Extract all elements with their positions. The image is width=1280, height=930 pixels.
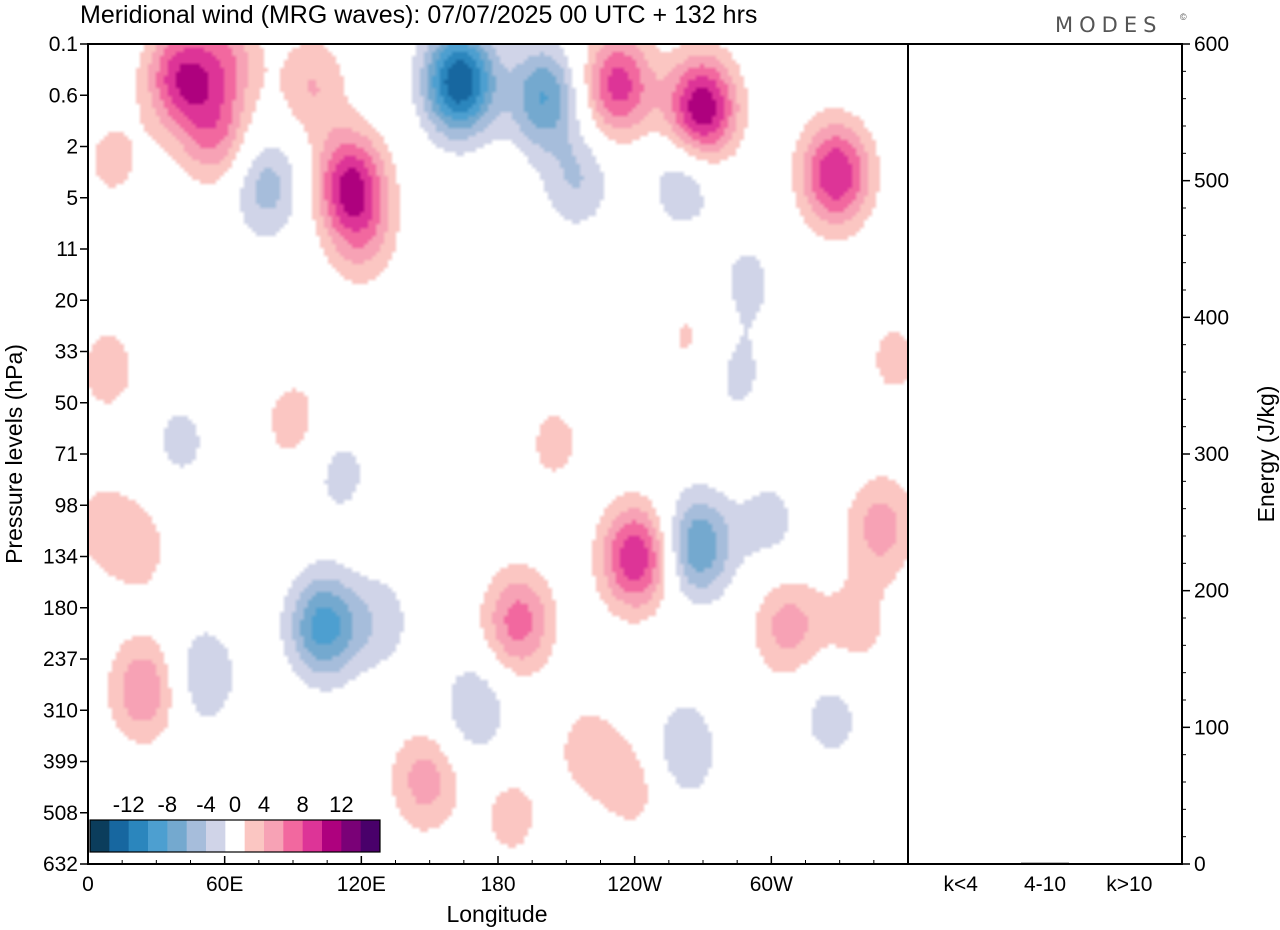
colorbar: -12 -8 -4 0 4 8 12 — [89, 792, 381, 853]
colorbar-swatch — [322, 820, 342, 852]
y-tick-label: 50 — [55, 392, 78, 415]
colorbar-frame — [89, 819, 381, 853]
energy-axis-label: Energy (J/kg) — [1253, 386, 1279, 523]
colorbar-label: -8 — [158, 792, 178, 817]
y-tick-label: 20 — [55, 289, 78, 312]
y-tick-label: 0.1 — [49, 33, 78, 56]
y-tick-label: 632 — [43, 853, 78, 876]
colorbar-swatch — [302, 820, 323, 852]
energy-tick-label: 200 — [1194, 580, 1229, 603]
x-axis-label: Longitude — [446, 901, 547, 927]
y-tick-label: 0.6 — [49, 84, 78, 107]
chart-title: Meridional wind (MRG waves): 07/07/2025 … — [80, 1, 757, 29]
colorbar-swatch — [341, 820, 362, 852]
y-tick-label: 5 — [66, 187, 78, 210]
energy-tick-label: 300 — [1194, 443, 1229, 466]
energy-category-label: k>10 — [1106, 873, 1152, 896]
heatmap-image — [88, 44, 908, 864]
x-tick-label: 60W — [750, 873, 793, 896]
brand-text: MODES — [1055, 13, 1162, 37]
y-tick-label: 33 — [55, 341, 78, 364]
colorbar-swatch — [186, 820, 207, 852]
y-tick-label: 2 — [66, 136, 78, 159]
x-tick-label: 120E — [337, 873, 386, 896]
colorbar-label: 0 — [229, 792, 241, 817]
colorbar-swatch — [225, 820, 246, 852]
y-tick-label: 237 — [43, 648, 78, 671]
colorbar-swatch — [206, 820, 226, 852]
energy-panel: 0 100 200 300 400 500 600 k<4 4-10 k>10 — [936, 33, 1229, 896]
energy-tick-label: 400 — [1194, 306, 1229, 329]
colorbar-swatch — [109, 820, 130, 852]
energy-frame — [907, 43, 1183, 865]
heatmap-field — [88, 44, 908, 864]
energy-tick-label: 0 — [1194, 853, 1206, 876]
colorbar-label: 12 — [329, 792, 353, 817]
x-tick-label: 60E — [206, 873, 243, 896]
y-tick-label: 399 — [43, 751, 78, 774]
colorbar-label: 4 — [258, 792, 270, 817]
energy-category-label: k<4 — [943, 873, 978, 896]
colorbar-swatch — [283, 820, 304, 852]
energy-tick-label: 500 — [1194, 170, 1229, 193]
y-tick-label: 508 — [43, 802, 78, 825]
y-axis-label: Pressure levels (hPa) — [1, 344, 27, 564]
y-tick-label: 180 — [43, 597, 78, 620]
brand-mark: © — [1180, 12, 1187, 22]
y-tick-label: 310 — [43, 699, 78, 722]
brand-logo: MODES © — [1055, 12, 1187, 37]
y-axis: 0.1 0.6 2 5 11 20 33 50 71 98 134 180 237 310 399 508 63… — [43, 33, 88, 876]
colorbar-swatch — [244, 820, 265, 852]
energy-category-label: 4-10 — [1024, 873, 1066, 896]
y-tick-label: 11 — [56, 238, 78, 261]
x-tick-label: 120W — [607, 873, 662, 896]
colorbar-label: -12 — [113, 792, 145, 817]
y-tick-label: 98 — [55, 494, 78, 517]
x-tick-label: 180 — [480, 873, 515, 896]
colorbar-swatch — [360, 820, 381, 852]
energy-tick-label: 600 — [1194, 33, 1229, 56]
colorbar-swatch — [128, 820, 149, 852]
y-tick-label: 71 — [55, 443, 78, 466]
energy-tick-label: 100 — [1194, 716, 1229, 739]
colorbar-swatch — [264, 820, 284, 852]
y-tick-label: 134 — [43, 546, 78, 569]
colorbar-label: 8 — [297, 792, 309, 817]
x-tick-label: 0 — [82, 873, 94, 896]
colorbar-swatch — [90, 820, 110, 852]
colorbar-swatch — [167, 820, 188, 852]
x-axis: 0 60E 120E 180 120W 60W — [82, 856, 875, 896]
colorbar-swatch — [148, 820, 168, 852]
colorbar-label: -4 — [196, 792, 216, 817]
